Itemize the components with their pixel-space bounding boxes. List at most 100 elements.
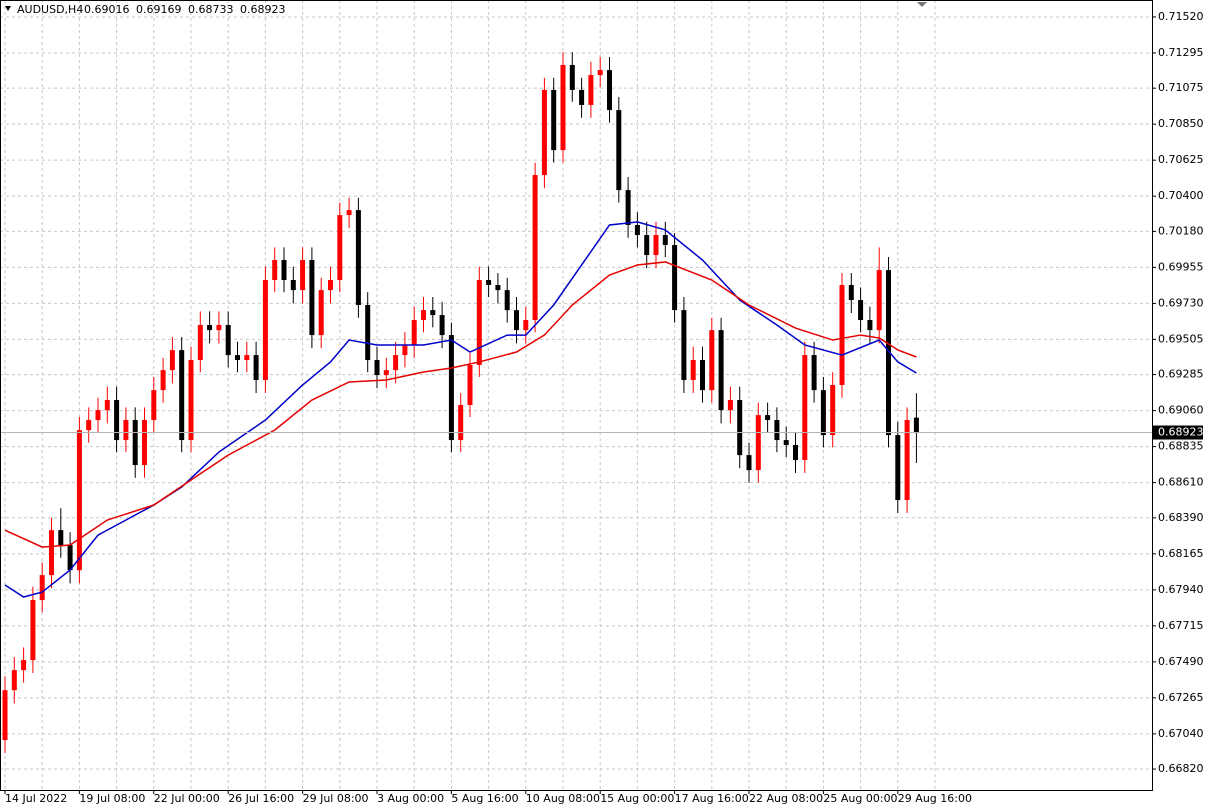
y-tick-label: 0.69505 <box>1158 332 1204 345</box>
candle-body <box>383 370 389 376</box>
candle-body <box>76 430 82 571</box>
candle-body <box>328 280 333 291</box>
y-tick-label: 0.67040 <box>1158 727 1204 740</box>
candle-body <box>867 320 873 331</box>
candle-body <box>346 210 352 216</box>
candle-body <box>551 89 557 151</box>
y-tick-label: 0.67940 <box>1158 583 1204 596</box>
candle-body <box>458 405 464 441</box>
x-tick-label: 26 Jul 16:00 <box>228 792 294 805</box>
candle-body <box>262 280 268 381</box>
y-tick-label: 0.68165 <box>1158 547 1204 560</box>
header-open: 0.69016 <box>84 3 130 16</box>
x-tick-label: 17 Aug 16:00 <box>675 792 749 805</box>
grid <box>0 0 1152 790</box>
candle-body <box>811 355 817 391</box>
candle-body <box>653 235 659 256</box>
x-tick-label: 5 Aug 16:00 <box>451 792 518 805</box>
x-tick-label: 22 Aug 08:00 <box>749 792 823 805</box>
y-tick-label: 0.70850 <box>1158 117 1204 130</box>
x-tick-label: 10 Aug 08:00 <box>526 792 600 805</box>
y-tick-label: 0.70625 <box>1158 153 1204 166</box>
header-low: 0.68733 <box>188 3 234 16</box>
candle-body <box>504 290 510 311</box>
candle-body <box>709 330 715 391</box>
candle-body <box>142 420 147 466</box>
candle-body <box>151 390 157 421</box>
candle-body <box>430 310 436 316</box>
candle-body <box>616 110 622 191</box>
candle-body <box>532 175 538 321</box>
candle-body <box>830 384 836 436</box>
candle-body <box>913 417 919 433</box>
last-price-box <box>1153 425 1203 440</box>
y-tick-label: 0.67490 <box>1158 655 1204 668</box>
menu-triangle[interactable] <box>5 6 11 11</box>
candle-body <box>58 530 64 546</box>
candle-body <box>672 244 678 311</box>
candle-body <box>365 304 371 361</box>
candle-body <box>634 224 640 236</box>
candle-body <box>235 355 240 361</box>
candle-body <box>179 350 185 441</box>
y-tick-label: 0.70180 <box>1158 224 1204 237</box>
candle-body <box>523 320 529 331</box>
candle-body <box>495 284 501 291</box>
candle-body <box>281 260 287 281</box>
candle-body <box>207 324 213 331</box>
x-tick-label: 15 Aug 00:00 <box>600 792 674 805</box>
candle-body <box>448 335 454 441</box>
x-tick-label: 22 Jul 00:00 <box>154 792 220 805</box>
candle-body <box>783 440 789 446</box>
y-tick-label: 0.69060 <box>1158 404 1204 417</box>
y-tick-label: 0.67715 <box>1158 619 1204 632</box>
y-tick-label: 0.68835 <box>1158 440 1204 453</box>
y-tick-label: 0.71075 <box>1158 81 1204 94</box>
candle-body <box>272 260 278 281</box>
x-tick-label: 3 Aug 00:00 <box>377 792 444 805</box>
candle-body <box>802 355 808 461</box>
last-price-label: 0.68923 <box>1158 426 1204 439</box>
candle-body <box>169 350 175 371</box>
candle-body <box>476 280 482 365</box>
candle-body <box>421 310 426 321</box>
candle-body <box>411 320 417 345</box>
candle-body <box>467 364 473 406</box>
candle-body <box>839 284 845 385</box>
y-tick-label: 0.70400 <box>1158 189 1204 202</box>
header-close: 0.68923 <box>240 3 286 16</box>
candle-body <box>876 270 882 331</box>
candle-body <box>727 400 733 411</box>
shift-marker <box>917 2 927 7</box>
candle-body <box>858 300 864 321</box>
candle-body <box>123 420 129 441</box>
candle-body <box>820 390 826 436</box>
candle-body <box>560 64 566 151</box>
candle-body <box>197 324 203 361</box>
candle-body <box>486 280 492 285</box>
candle-body <box>355 210 361 305</box>
candle-body <box>30 600 36 661</box>
candle-body <box>904 420 910 501</box>
y-tick-label: 0.68610 <box>1158 476 1204 489</box>
y-tick-label: 0.71295 <box>1158 46 1204 59</box>
x-tick-label: 14 Jul 2022 <box>5 792 67 805</box>
candle-body <box>597 70 603 76</box>
y-tick-label: 0.68390 <box>1158 511 1204 524</box>
symbol: AUDUSD,H4 <box>17 3 83 16</box>
candle-body <box>746 455 752 471</box>
candle-body <box>588 75 594 105</box>
candle-body <box>337 215 343 281</box>
candle-body <box>718 330 724 411</box>
candle-body <box>309 260 315 336</box>
y-tick-label: 0.66820 <box>1158 762 1204 775</box>
candle-body <box>132 420 138 466</box>
x-tick-label: 19 Jul 08:00 <box>79 792 145 805</box>
x-tick-label: 29 Aug 16:00 <box>898 792 972 805</box>
candle-body <box>644 235 650 256</box>
candle-body <box>541 89 547 176</box>
y-tick-label: 0.71520 <box>1158 10 1204 23</box>
candle-body <box>86 420 92 431</box>
